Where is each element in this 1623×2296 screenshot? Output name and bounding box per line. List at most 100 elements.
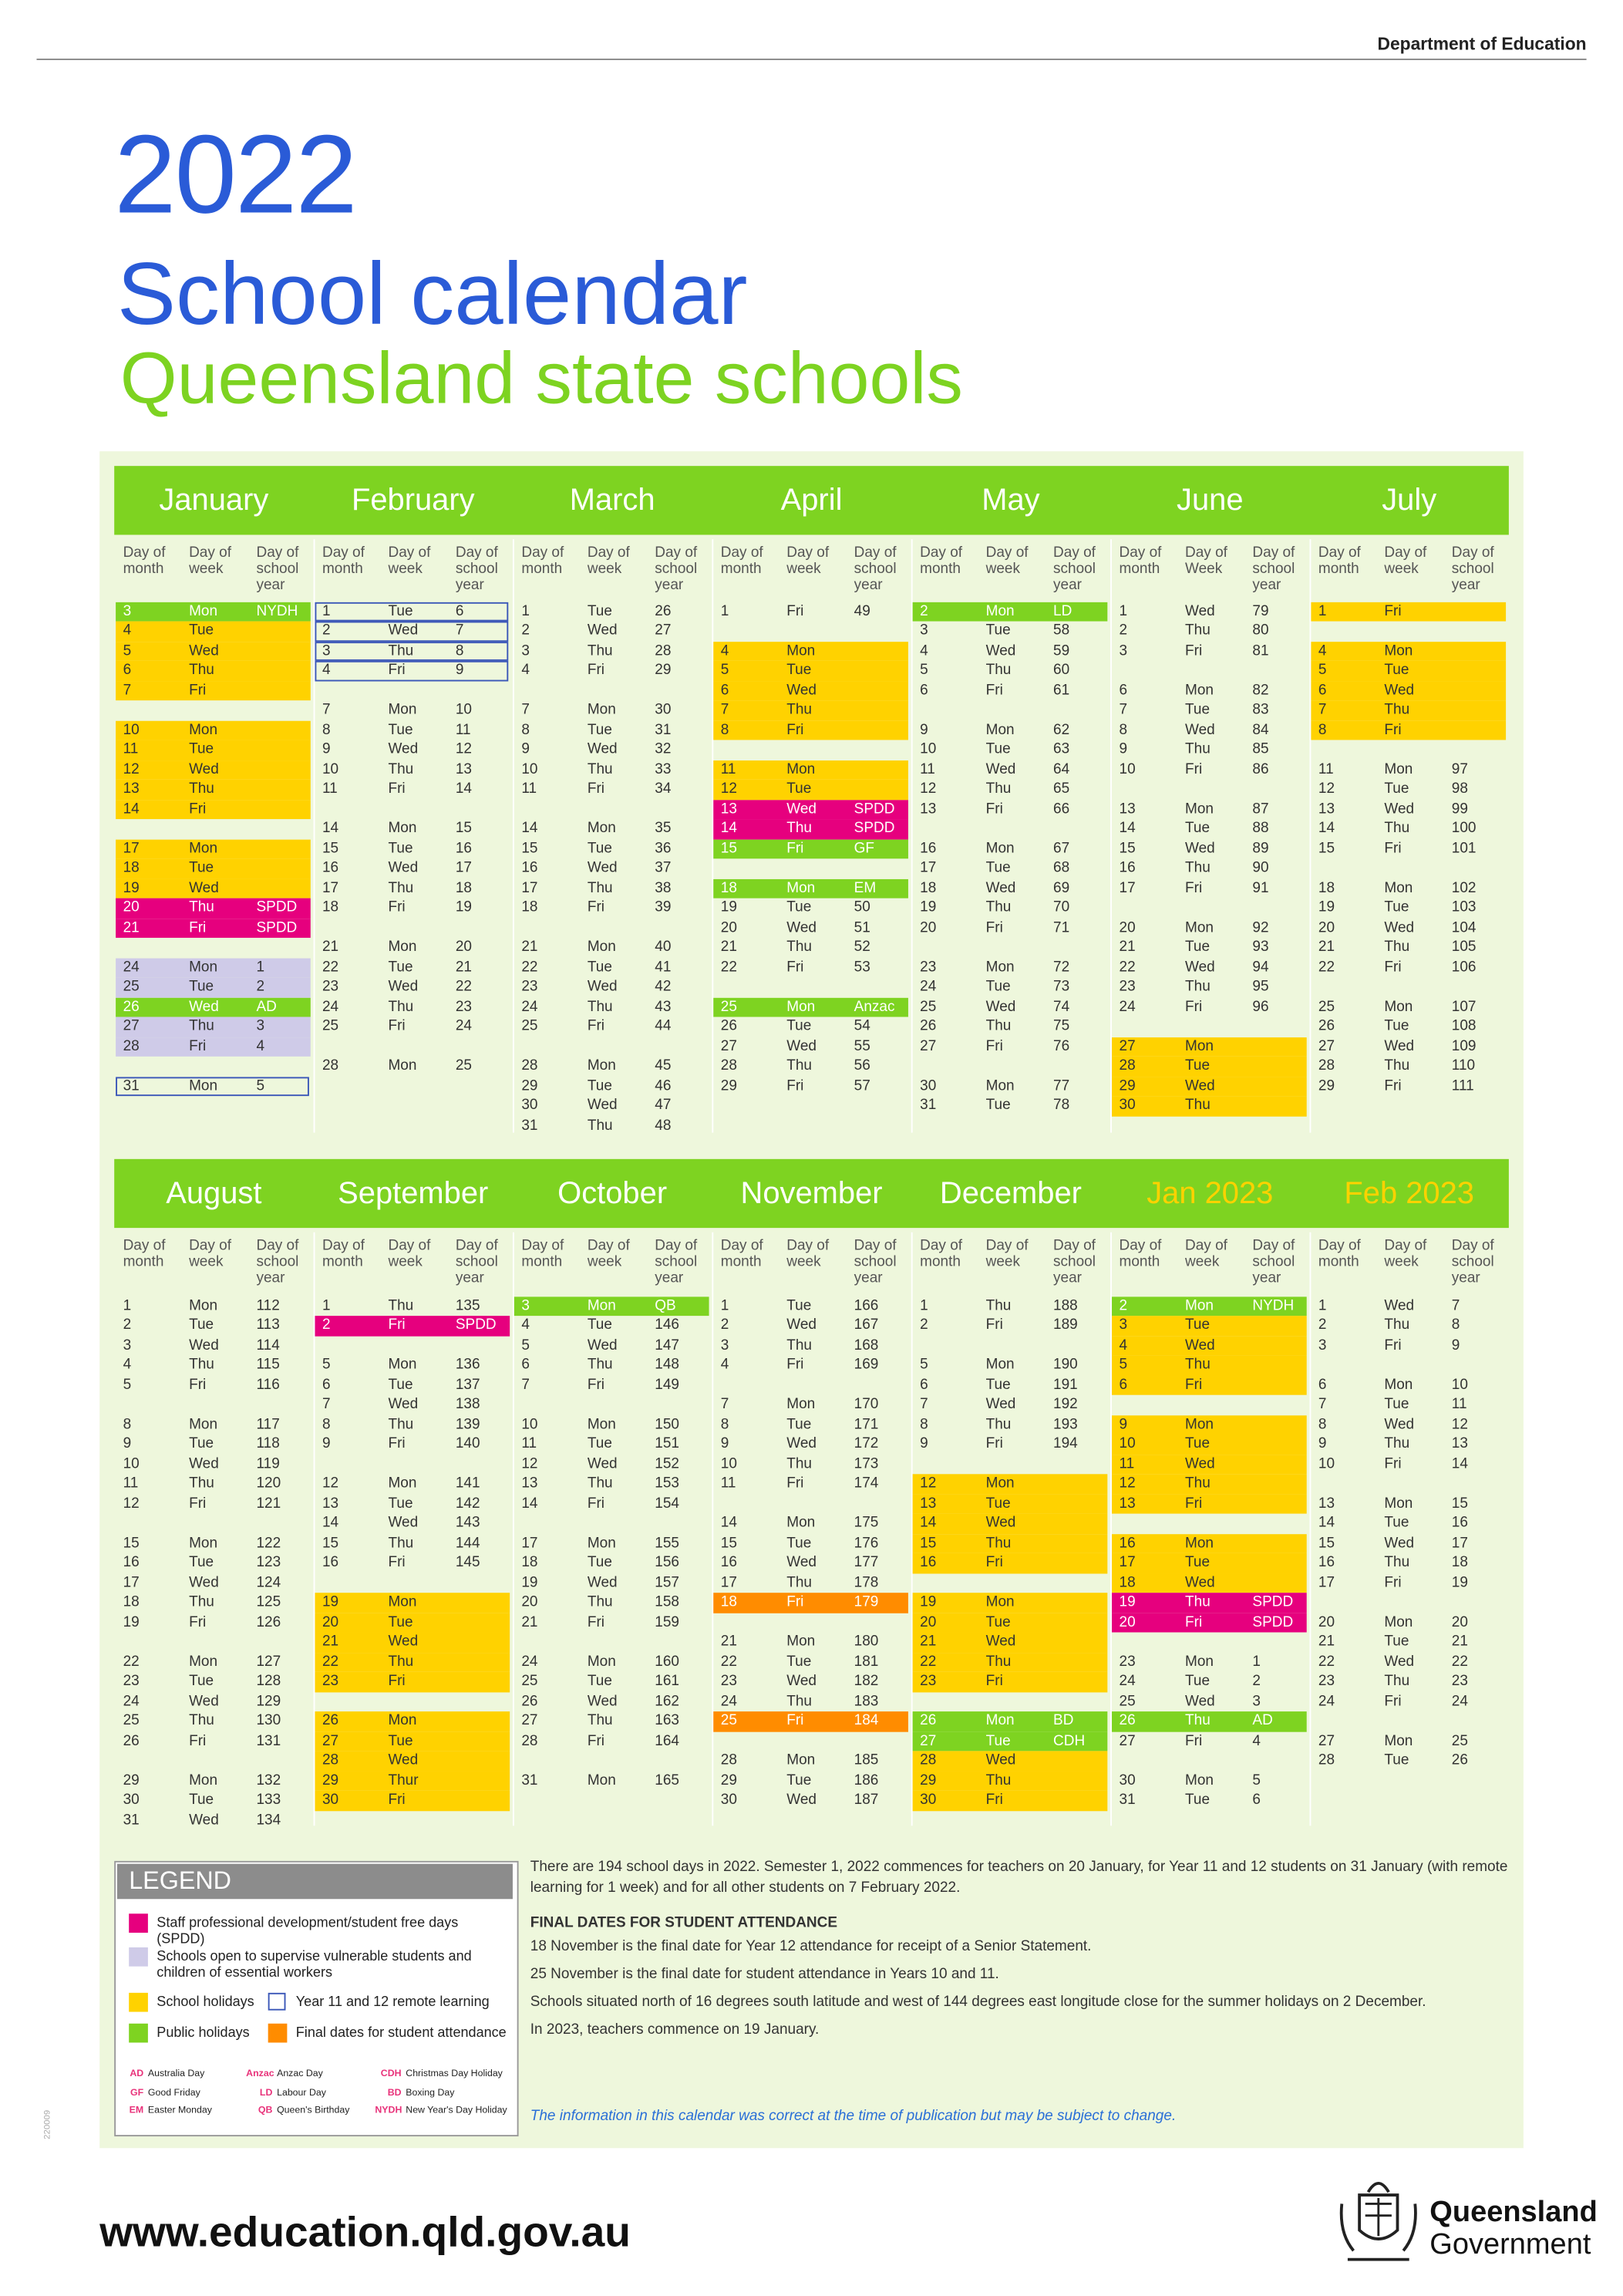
day-of-week: Thu: [985, 662, 1012, 679]
day-highlight: [116, 1076, 309, 1097]
day-of-month: 11: [322, 781, 338, 797]
day-of-month: 30: [1119, 1772, 1136, 1789]
day-of-month: 28: [521, 1057, 538, 1074]
day-of-week: Tue: [189, 1317, 214, 1333]
legend-swatch: [129, 1992, 148, 2012]
day-of-week: Wed: [985, 1633, 1016, 1650]
school-day: 9: [455, 662, 464, 679]
day-of-month: 6: [123, 662, 132, 679]
school-day: 10: [1451, 1376, 1468, 1393]
day-highlight: [116, 878, 311, 899]
day-of-week: Tue: [1185, 1554, 1211, 1571]
month-name: March: [569, 483, 655, 518]
abbr-code: CDH: [380, 2068, 402, 2079]
day-of-month: 29: [720, 1772, 737, 1789]
day-of-month: 14: [322, 1515, 339, 1532]
day-of-month: 22: [720, 959, 737, 976]
day-of-week: Fri: [985, 1317, 1003, 1333]
day-of-month: 6: [1318, 1376, 1327, 1393]
column-header: Day of Week: [1185, 544, 1227, 578]
day-of-month: 14: [720, 1515, 737, 1532]
day-of-week: Thu: [587, 1594, 613, 1610]
day-of-month: 7: [1119, 702, 1128, 718]
day-highlight: [116, 779, 311, 800]
school-day: 168: [854, 1337, 879, 1354]
day-highlight: [315, 1652, 510, 1672]
school-day: 79: [1252, 602, 1269, 619]
day-of-month: 18: [720, 879, 737, 896]
school-day: 111: [1451, 1077, 1474, 1094]
day-of-month: 17: [1119, 879, 1136, 896]
day-of-month: 14: [1119, 820, 1136, 837]
day-of-week: Mon: [786, 879, 816, 896]
day-of-week: Mon: [1384, 998, 1413, 1015]
school-day: 92: [1252, 919, 1269, 936]
column-header: Day of school year: [1252, 544, 1295, 594]
day-of-week: Tue: [189, 860, 214, 877]
day-of-month: 27: [123, 1018, 140, 1035]
day-of-month: 16: [720, 1554, 737, 1571]
day-highlight: [315, 641, 509, 661]
day-of-week: Mon: [786, 998, 816, 1015]
day-of-month: 14: [521, 1495, 538, 1512]
school-day: QB: [655, 1297, 676, 1314]
day-of-month: 25: [1119, 1693, 1136, 1710]
abbr-label: Queen's Birthday: [277, 2106, 350, 2116]
day-of-month: 6: [920, 682, 928, 699]
day-of-month: 12: [1318, 781, 1335, 797]
day-of-week: Tue: [786, 899, 812, 916]
day-of-month: 14: [1318, 1515, 1335, 1532]
day-highlight: [315, 1790, 510, 1811]
day-of-week: Thu: [985, 1772, 1012, 1789]
day-of-week: Fri: [388, 1673, 406, 1690]
day-of-month: 28: [720, 1057, 737, 1074]
day-of-week: Fri: [786, 1712, 804, 1729]
school-day: 151: [655, 1435, 679, 1452]
day-of-month: 31: [521, 1117, 538, 1134]
day-of-month: 14: [720, 820, 737, 837]
day-of-month: 18: [123, 860, 140, 877]
day-of-week: Thu: [388, 879, 414, 896]
day-of-week: Thu: [388, 998, 414, 1015]
day-of-week: Thu: [985, 781, 1012, 797]
month-name: July: [1382, 483, 1437, 518]
school-day: 33: [655, 760, 672, 777]
day-of-week: Mon: [786, 642, 816, 659]
school-day: 169: [854, 1357, 879, 1374]
day-of-month: 20: [1318, 1613, 1335, 1630]
day-of-month: 24: [123, 959, 140, 976]
day-of-month: 28: [1318, 1057, 1335, 1074]
day-highlight: [116, 760, 311, 780]
school-day: 109: [1451, 1038, 1477, 1054]
day-of-month: 2: [920, 1317, 928, 1333]
day-of-week: Thu: [786, 1455, 812, 1472]
day-of-month: 16: [521, 860, 538, 877]
day-highlight: [713, 660, 908, 681]
day-of-month: 1: [720, 602, 729, 619]
day-of-month: 3: [1318, 1337, 1327, 1354]
day-of-month: 26: [720, 1018, 737, 1035]
day-highlight: [912, 1593, 1108, 1613]
school-day: 90: [1252, 860, 1269, 877]
school-day: 177: [854, 1554, 879, 1571]
day-of-month: 7: [322, 1396, 331, 1413]
day-of-month: 21: [720, 939, 737, 956]
school-day: 53: [854, 959, 870, 976]
day-of-month: 25: [521, 1018, 538, 1035]
day-of-week: Thu: [1384, 1554, 1410, 1571]
day-of-week: Tue: [1185, 1673, 1211, 1690]
day-of-month: 7: [920, 1396, 928, 1413]
column-header: Day of month: [521, 1238, 564, 1271]
school-day: 28: [655, 642, 672, 659]
day-of-week: Thu: [985, 1654, 1012, 1670]
month-name: December: [939, 1176, 1082, 1211]
abbr-label: Good Friday: [147, 2087, 200, 2098]
day-of-week: Tue: [1384, 1515, 1409, 1532]
abbr-label: Boxing Day: [406, 2087, 455, 2098]
school-day: 38: [655, 879, 672, 896]
day-of-week: Thu: [985, 899, 1012, 916]
day-highlight: [912, 1771, 1108, 1791]
school-day: 187: [854, 1792, 879, 1809]
day-of-week: Thu: [189, 899, 214, 916]
day-of-week: Fri: [189, 682, 207, 699]
